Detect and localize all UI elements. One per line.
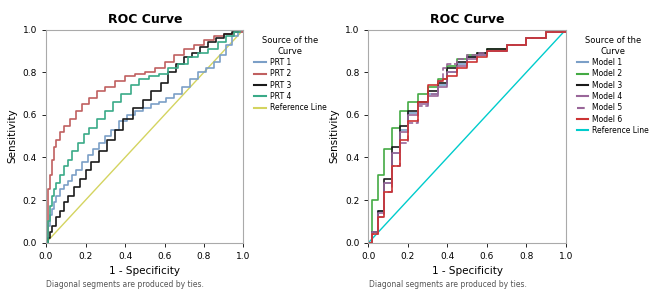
X-axis label: 1 - Specificity: 1 - Specificity: [109, 266, 180, 276]
Text: Diagonal segments are produced by ties.: Diagonal segments are produced by ties.: [46, 280, 204, 289]
Y-axis label: Sensitivity: Sensitivity: [7, 109, 17, 163]
X-axis label: 1 - Specificity: 1 - Specificity: [432, 266, 503, 276]
Title: ROC Curve: ROC Curve: [107, 13, 182, 26]
Y-axis label: Sensitivity: Sensitivity: [330, 109, 340, 163]
Title: ROC Curve: ROC Curve: [430, 13, 505, 26]
Legend: Model 1, Model 2, Model 3, Model 4, Model 5, Model 6, Reference Line: Model 1, Model 2, Model 3, Model 4, Mode…: [574, 33, 652, 138]
Text: Diagonal segments are produced by ties.: Diagonal segments are produced by ties.: [368, 280, 526, 289]
Legend: PRT 1, PRT 2, PRT 3, PRT 4, Reference Line: PRT 1, PRT 2, PRT 3, PRT 4, Reference Li…: [251, 33, 330, 115]
